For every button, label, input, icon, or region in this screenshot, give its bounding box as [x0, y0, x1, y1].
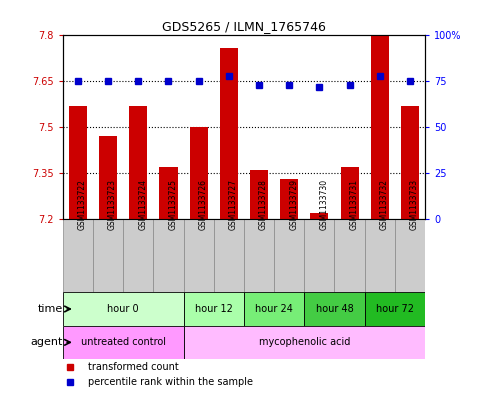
Bar	[99, 136, 117, 219]
Bar	[274, 219, 304, 292]
Bar	[184, 219, 213, 292]
Bar	[395, 219, 425, 292]
Text: GSM1133723: GSM1133723	[108, 179, 117, 230]
Text: hour 24: hour 24	[255, 304, 293, 314]
Bar	[129, 106, 147, 219]
Bar	[213, 219, 244, 292]
Bar	[244, 219, 274, 292]
Bar	[154, 219, 184, 292]
Bar	[365, 292, 425, 326]
Text: GSM1133722: GSM1133722	[78, 179, 87, 230]
Text: GSM1133728: GSM1133728	[259, 179, 268, 230]
Text: GSM1133729: GSM1133729	[289, 179, 298, 230]
Bar	[371, 35, 389, 219]
Text: time: time	[38, 304, 63, 314]
Text: GSM1133731: GSM1133731	[350, 179, 358, 230]
Text: hour 72: hour 72	[376, 304, 414, 314]
Text: GSM1133725: GSM1133725	[169, 179, 177, 230]
Bar	[401, 106, 419, 219]
Bar	[63, 219, 93, 292]
Bar	[280, 179, 298, 219]
Bar	[189, 127, 208, 219]
Bar	[123, 219, 154, 292]
Bar	[184, 292, 244, 326]
Text: hour 0: hour 0	[107, 304, 139, 314]
Bar	[93, 219, 123, 292]
Text: GSM1133724: GSM1133724	[138, 179, 147, 230]
Bar	[69, 106, 87, 219]
Text: agent: agent	[30, 337, 63, 347]
Bar	[220, 48, 238, 219]
Bar	[334, 219, 365, 292]
Bar	[311, 213, 328, 219]
Bar	[159, 167, 178, 219]
Text: GSM1133730: GSM1133730	[319, 179, 328, 230]
Text: untreated control: untreated control	[81, 337, 166, 347]
Bar	[244, 292, 304, 326]
Bar	[304, 219, 334, 292]
Text: percentile rank within the sample: percentile rank within the sample	[88, 376, 253, 387]
Bar	[63, 292, 184, 326]
Bar	[365, 219, 395, 292]
Text: transformed count: transformed count	[88, 362, 179, 371]
Text: hour 12: hour 12	[195, 304, 233, 314]
Title: GDS5265 / ILMN_1765746: GDS5265 / ILMN_1765746	[162, 20, 326, 33]
Text: GSM1133733: GSM1133733	[410, 179, 419, 230]
Text: hour 48: hour 48	[315, 304, 354, 314]
Text: mycophenolic acid: mycophenolic acid	[258, 337, 350, 347]
Bar	[341, 167, 358, 219]
Bar	[304, 292, 365, 326]
Bar	[184, 326, 425, 359]
Text: GSM1133727: GSM1133727	[229, 179, 238, 230]
Text: GSM1133726: GSM1133726	[199, 179, 208, 230]
Text: GSM1133732: GSM1133732	[380, 179, 389, 230]
Bar	[63, 326, 184, 359]
Bar	[250, 170, 268, 219]
